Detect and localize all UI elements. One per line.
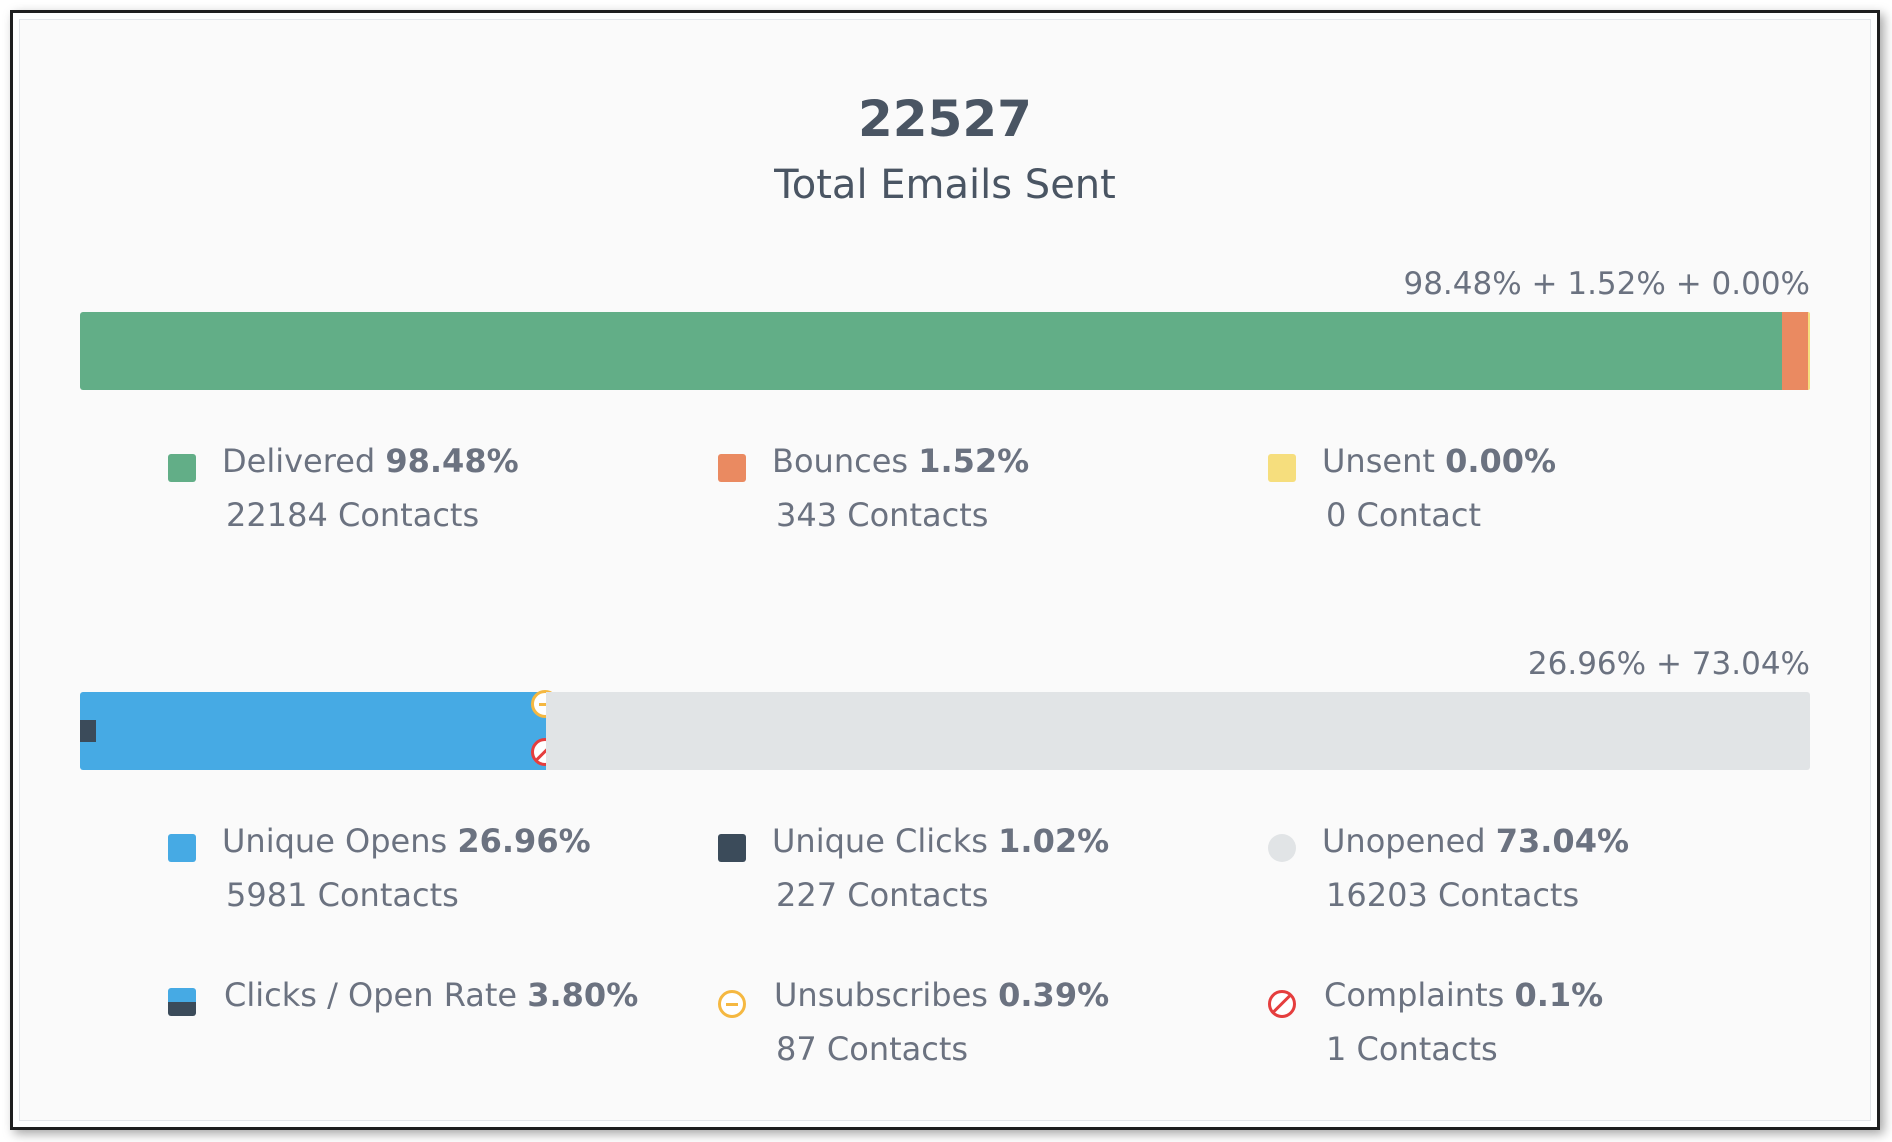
screenshot-frame: 22527 Total Emails Sent 98.48% + 1.52% +… [10,10,1880,1130]
delivery-bar-summary: 98.48% + 1.52% + 0.00% [1403,266,1810,302]
delivered-label: Delivered [222,442,376,480]
bounces-contacts: 343 Contacts [776,496,989,534]
opens-segment[interactable] [80,690,560,770]
bounces-swatch [718,454,746,482]
unique-opens-label: Unique Opens [222,822,448,860]
unsubscribes-contacts: 87 Contacts [776,1030,969,1068]
bounces-label: Bounces [772,442,909,480]
complaints-legend-icon [1268,990,1296,1018]
unsubscribes-percent: 0.39% [998,976,1110,1014]
unsent-segment[interactable] [1807,312,1810,390]
unique-opens-swatch [168,834,196,862]
unopened-contacts: 16203 Contacts [1326,876,1580,914]
unique-clicks-percent: 1.02% [998,822,1110,860]
unsent-swatch [1268,454,1296,482]
unopened-percent: 73.04% [1495,822,1630,860]
delivered-swatch [168,454,196,482]
unique-clicks-label: Unique Clicks [772,822,988,860]
unsent-contacts: 0 Contact [1326,496,1482,534]
engagement-bar-summary: 26.96% + 73.04% [1527,646,1810,682]
unsubscribes-legend-icon [718,990,746,1018]
unsubscribes-label: Unsubscribes [774,976,988,1014]
unique-clicks-contacts: 227 Contacts [776,876,989,914]
bounces-segment[interactable] [1781,312,1808,390]
unique-clicks-swatch [718,834,746,862]
delivered-percent: 98.48% [385,442,519,480]
unsent-percent: 0.00% [1445,442,1557,480]
unsent-label: Unsent [1322,442,1435,480]
delivered-contacts: 22184 Contacts [226,496,480,534]
total-emails-label: Total Emails Sent [774,162,1116,208]
click-open-rate-label: Clicks / Open Rate [224,976,518,1014]
unopened-segment[interactable] [546,692,1810,770]
email-stats-card: 22527 Total Emails Sent 98.48% + 1.52% +… [19,19,1871,1121]
complaints-percent: 0.1% [1514,976,1604,1014]
unique-opens-contacts: 5981 Contacts [226,876,459,914]
delivered-segment[interactable] [80,312,1782,390]
clicks-marker [80,720,96,742]
unopened-label: Unopened [1322,822,1486,860]
unopened-swatch [1268,834,1296,862]
bounces-percent: 1.52% [918,442,1030,480]
click-open-rate-percent: 3.80% [527,976,639,1014]
complaints-contacts: 1 Contacts [1326,1030,1498,1068]
click-open-rate-swatch [168,988,196,1016]
unique-opens-percent: 26.96% [457,822,591,860]
delivery-bar [80,312,1810,390]
total-emails-value: 22527 [858,90,1032,148]
complaints-label: Complaints [1324,976,1505,1014]
engagement-bar [80,690,1810,770]
